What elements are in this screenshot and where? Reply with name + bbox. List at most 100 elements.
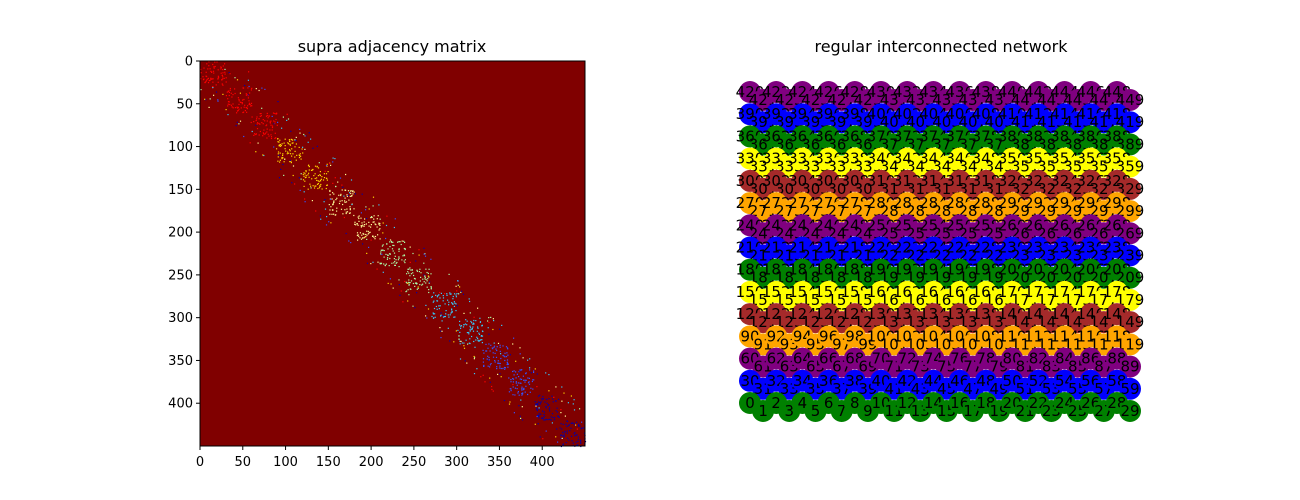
- matrix-entry: [353, 214, 355, 217]
- matrix-entry: [481, 339, 483, 341]
- matrix-entry: [558, 416, 560, 418]
- matrix-entry: [311, 169, 314, 171]
- matrix-entry: [528, 377, 530, 379]
- matrix-entry: [407, 282, 409, 284]
- matrix-entry: [447, 327, 449, 329]
- matrix-entry: [255, 133, 257, 136]
- matrix-entry: [310, 138, 312, 140]
- x-tick-label: 350: [487, 455, 512, 470]
- matrix-entry: [268, 135, 270, 137]
- matrix-entry: [392, 241, 394, 243]
- matrix-entry: [393, 252, 396, 254]
- matrix-entry: [358, 217, 360, 220]
- matrix-entry: [516, 373, 518, 375]
- matrix-entry: [516, 388, 518, 390]
- matrix-entry: [431, 296, 433, 298]
- matrix-entry: [222, 65, 224, 67]
- matrix-entry: [272, 112, 275, 114]
- heatmap-x-axis: 0 50 100 150 200 250 300 350 400: [196, 446, 555, 470]
- matrix-entry: [307, 141, 309, 143]
- matrix-entry: [450, 293, 452, 295]
- matrix-entry: [240, 107, 242, 109]
- matrix-entry: [473, 340, 475, 343]
- matrix-entry: [334, 158, 336, 160]
- matrix-entry: [224, 63, 226, 65]
- matrix-entry: [339, 200, 341, 202]
- matrix-entry: [562, 431, 564, 433]
- matrix-entry: [490, 363, 492, 365]
- matrix-entry: [440, 314, 442, 316]
- matrix-entry: [519, 415, 521, 417]
- matrix-entry: [464, 323, 467, 325]
- matrix-entry: [248, 85, 250, 88]
- matrix-entry: [485, 350, 487, 352]
- matrix-entry: [518, 376, 520, 378]
- matrix-entry: [247, 87, 249, 89]
- matrix-entry: [403, 254, 405, 256]
- matrix-entry: [266, 120, 268, 122]
- matrix-entry: [416, 269, 418, 271]
- matrix-entry: [269, 129, 271, 131]
- matrix-entry: [370, 226, 372, 228]
- matrix-entry: [557, 415, 560, 417]
- matrix-entry: [411, 269, 413, 271]
- matrix-entry: [299, 128, 301, 130]
- matrix-entry: [469, 342, 471, 345]
- matrix-entry: [471, 335, 473, 338]
- matrix-entry: [289, 140, 291, 142]
- matrix-entry: [319, 215, 321, 217]
- matrix-entry: [247, 105, 249, 107]
- matrix-entry: [301, 148, 303, 150]
- matrix-entry: [350, 179, 353, 181]
- matrix-entry: [295, 143, 297, 145]
- matrix-entry: [288, 152, 290, 154]
- matrix-entry: [379, 228, 381, 230]
- matrix-entry: [224, 71, 226, 73]
- matrix-entry: [379, 263, 381, 265]
- matrix-entry: [361, 234, 363, 236]
- matrix-entry: [232, 107, 234, 109]
- matrix-entry: [438, 294, 440, 296]
- matrix-entry: [510, 381, 512, 383]
- matrix-entry: [238, 98, 240, 101]
- matrix-entry: [401, 259, 403, 261]
- matrix-entry: [554, 400, 557, 402]
- matrix-entry: [520, 399, 522, 401]
- matrix-entry: [432, 317, 435, 319]
- matrix-entry: [367, 230, 369, 232]
- matrix-entry: [245, 106, 247, 109]
- matrix-entry: [489, 377, 491, 379]
- matrix-entry: [503, 355, 505, 357]
- matrix-entry: [504, 352, 506, 354]
- matrix-entry: [521, 406, 523, 408]
- matrix-entry: [502, 367, 504, 370]
- matrix-entry: [279, 159, 281, 161]
- matrix-entry: [549, 410, 551, 412]
- matrix-entry: [323, 177, 326, 179]
- matrix-entry: [504, 356, 506, 358]
- matrix-entry: [229, 103, 231, 106]
- matrix-entry: [520, 378, 523, 380]
- matrix-entry: [488, 359, 490, 361]
- matrix-entry: [430, 288, 432, 290]
- matrix-entry: [426, 286, 428, 288]
- matrix-entry: [496, 366, 498, 368]
- matrix-entry: [543, 414, 545, 416]
- matrix-entry: [487, 347, 489, 349]
- matrix-entry: [247, 79, 249, 81]
- matrix-entry: [558, 398, 560, 400]
- matrix-entry: [479, 321, 481, 323]
- matrix-entry: [372, 196, 375, 198]
- matrix-entry: [561, 386, 563, 388]
- matrix-entry: [403, 240, 405, 242]
- matrix-entry: [377, 215, 379, 217]
- matrix-entry: [527, 393, 529, 396]
- matrix-entry: [330, 222, 332, 224]
- matrix-entry: [509, 354, 511, 356]
- matrix-entry: [361, 225, 363, 227]
- matrix-entry: [213, 66, 215, 68]
- matrix-entry: [480, 335, 483, 337]
- matrix-entry: [427, 278, 429, 280]
- matrix-entry: [234, 92, 236, 95]
- matrix-entry: [211, 71, 213, 73]
